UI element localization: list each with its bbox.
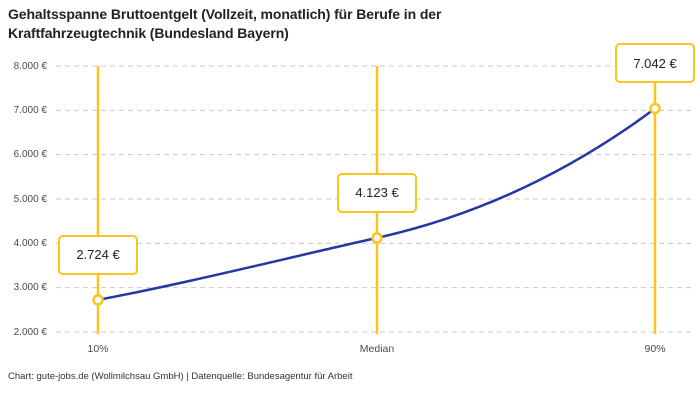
x-axis-tick-label: 10%: [87, 343, 109, 355]
data-point-marker[interactable]: [649, 102, 661, 115]
value-label-box: 2.724 €: [58, 234, 138, 275]
y-axis-tick-label: 5.000 €: [13, 193, 47, 205]
y-axis-tick-label: 3.000 €: [13, 282, 47, 294]
x-axis-tick-label: Median: [359, 343, 395, 355]
y-axis-tick-label: 8.000 €: [13, 60, 47, 72]
data-point-marker[interactable]: [371, 232, 383, 244]
y-axis-tick-label: 2.000 €: [13, 326, 47, 338]
x-axis-tick-label: 90%: [644, 343, 666, 355]
y-axis-tick-label: 7.000 €: [13, 104, 47, 116]
y-axis-tick-label: 4.000 €: [13, 237, 47, 249]
chart-title: Gehaltsspanne Bruttoentgelt (Vollzeit, m…: [8, 6, 442, 41]
value-label-box: 4.123 €: [337, 172, 417, 213]
data-point-marker[interactable]: [92, 294, 104, 306]
y-axis-tick-label: 6.000 €: [13, 149, 47, 161]
chart-attribution: Chart: gute-jobs.de (Wollmilchsau GmbH) …: [8, 371, 353, 382]
value-label-box: 7.042 €: [615, 43, 695, 84]
